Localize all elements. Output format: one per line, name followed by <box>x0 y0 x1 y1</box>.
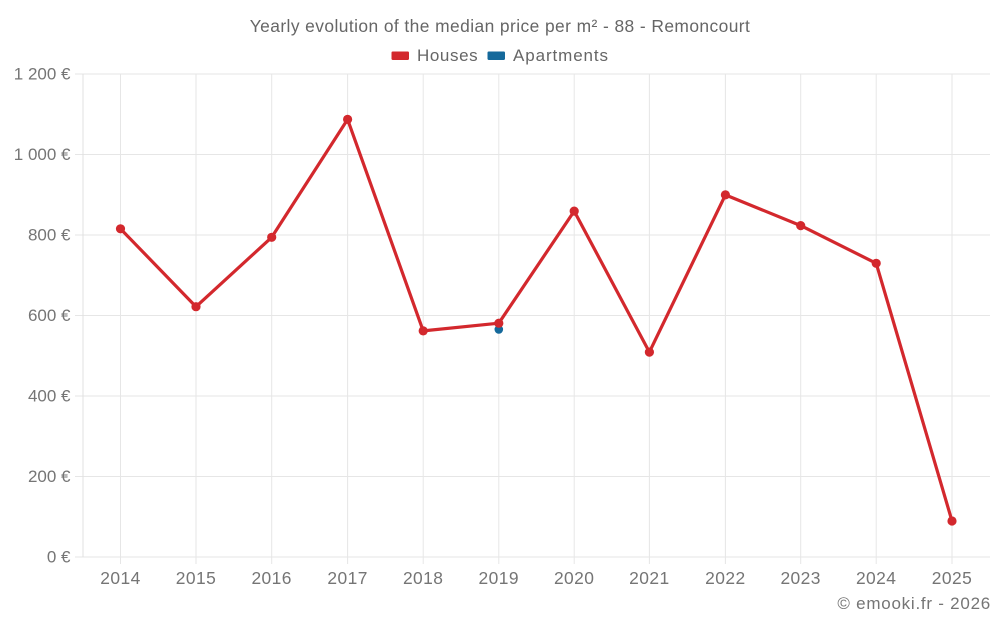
svg-text:2019: 2019 <box>479 568 520 588</box>
svg-text:1 000 €: 1 000 € <box>14 145 71 164</box>
svg-text:2014: 2014 <box>100 568 141 588</box>
svg-text:2025: 2025 <box>932 568 973 588</box>
svg-text:0 €: 0 € <box>47 548 71 567</box>
svg-text:2018: 2018 <box>403 568 444 588</box>
svg-text:Houses: Houses <box>417 46 478 65</box>
svg-text:2021: 2021 <box>629 568 670 588</box>
svg-text:Yearly evolution of the median: Yearly evolution of the median price per… <box>250 16 751 36</box>
svg-text:2023: 2023 <box>780 568 821 588</box>
svg-text:800 €: 800 € <box>28 226 71 245</box>
svg-text:200 €: 200 € <box>28 467 71 486</box>
svg-text:400 €: 400 € <box>28 387 71 406</box>
svg-text:Apartments: Apartments <box>513 46 609 65</box>
svg-text:2024: 2024 <box>856 568 897 588</box>
svg-text:2016: 2016 <box>251 568 292 588</box>
svg-text:600 €: 600 € <box>28 306 71 325</box>
svg-text:2022: 2022 <box>705 568 746 588</box>
svg-text:2017: 2017 <box>327 568 368 588</box>
svg-text:2015: 2015 <box>176 568 217 588</box>
svg-text:2020: 2020 <box>554 568 595 588</box>
svg-text:© emooki.fr - 2026: © emooki.fr - 2026 <box>837 594 991 613</box>
svg-text:1 200 €: 1 200 € <box>14 65 71 84</box>
